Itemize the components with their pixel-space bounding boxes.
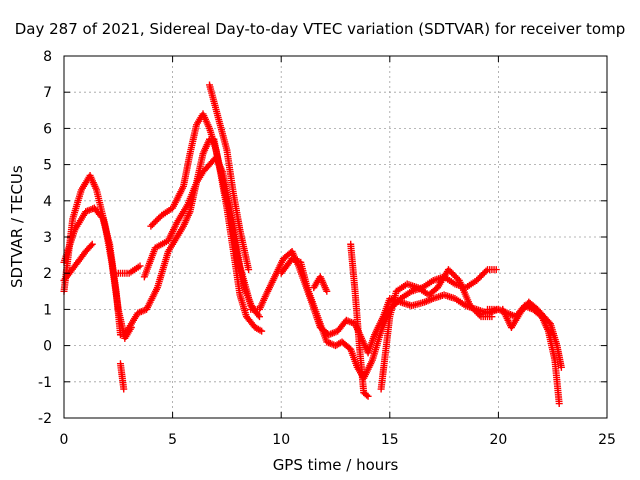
y-tick-label: -1 (38, 375, 52, 391)
series-markers (206, 81, 253, 274)
series-track-5 (114, 262, 144, 277)
y-tick-label: 6 (43, 121, 52, 137)
y-axis-label: SDTVAR / TECUs (8, 165, 26, 288)
y-tick-label: -2 (38, 411, 52, 427)
y-tick-label: 7 (43, 85, 52, 101)
series-track-12 (310, 273, 331, 295)
y-tick-label: 3 (43, 230, 52, 246)
chart-title: Day 287 of 2021, Sidereal Day-to-day VTE… (14, 20, 626, 38)
x-axis-label: GPS time / hours (272, 456, 399, 474)
y-tick-label: 8 (43, 49, 52, 65)
x-tick-label: 10 (272, 432, 290, 448)
series-markers (123, 135, 266, 335)
series-track-6 (123, 135, 266, 335)
x-tick-label: 5 (168, 432, 177, 448)
y-tick-label: 1 (43, 302, 52, 318)
series-markers (499, 298, 565, 371)
x-tick-label: 20 (489, 432, 507, 448)
axis-ticks: -2 -1 0 1 2 3 4 5 6 7 8 0 5 10 15 20 25 (38, 49, 616, 448)
x-tick-label: 25 (598, 432, 616, 448)
x-tick-label: 15 (381, 432, 399, 448)
series-track-8 (147, 110, 257, 313)
series-markers (310, 273, 331, 295)
x-tick-label: 0 (60, 432, 69, 448)
series-track-13 (347, 240, 372, 400)
series-markers (377, 266, 496, 393)
series-markers (147, 110, 257, 313)
y-tick-label: 4 (43, 194, 52, 210)
series-markers (484, 302, 563, 408)
grid-lines (64, 56, 607, 418)
series-markers (60, 171, 135, 342)
y-tick-label: 0 (43, 339, 52, 355)
series-track-1 (60, 171, 135, 342)
series-track-16 (499, 298, 565, 371)
series-track-9 (206, 81, 253, 274)
y-tick-label: 2 (43, 266, 52, 282)
series-markers (114, 262, 144, 277)
series-track-14 (377, 266, 496, 393)
series-markers (116, 360, 128, 393)
series-track-4 (116, 360, 128, 393)
series-track-15 (484, 302, 563, 408)
series-markers (347, 240, 372, 400)
y-tick-label: 5 (43, 158, 52, 174)
data-series (60, 81, 565, 408)
